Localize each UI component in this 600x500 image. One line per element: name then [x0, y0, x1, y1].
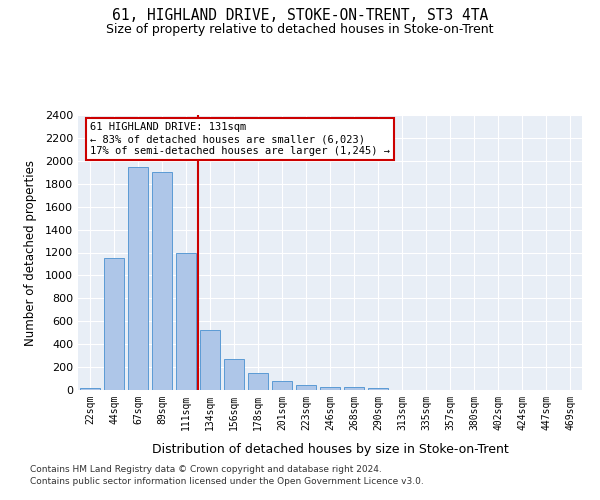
Bar: [200, 330, 220, 390]
Text: Contains public sector information licensed under the Open Government Licence v3: Contains public sector information licen…: [30, 477, 424, 486]
Text: 61 HIGHLAND DRIVE: 131sqm
← 83% of detached houses are smaller (6,023)
17% of se: 61 HIGHLAND DRIVE: 131sqm ← 83% of detac…: [90, 122, 390, 156]
Bar: [80, 388, 100, 390]
Bar: [272, 382, 292, 390]
Bar: [296, 386, 316, 390]
Text: Contains HM Land Registry data © Crown copyright and database right 2024.: Contains HM Land Registry data © Crown c…: [30, 466, 382, 474]
Bar: [104, 258, 124, 390]
Bar: [224, 359, 244, 390]
Bar: [344, 386, 364, 390]
Bar: [320, 386, 340, 390]
Text: Distribution of detached houses by size in Stoke-on-Trent: Distribution of detached houses by size …: [152, 442, 508, 456]
Y-axis label: Number of detached properties: Number of detached properties: [23, 160, 37, 346]
Bar: [248, 373, 268, 390]
Text: 61, HIGHLAND DRIVE, STOKE-ON-TRENT, ST3 4TA: 61, HIGHLAND DRIVE, STOKE-ON-TRENT, ST3 …: [112, 8, 488, 22]
Text: Size of property relative to detached houses in Stoke-on-Trent: Size of property relative to detached ho…: [106, 22, 494, 36]
Bar: [152, 172, 172, 390]
Bar: [368, 388, 388, 390]
Bar: [128, 166, 148, 390]
Bar: [176, 252, 196, 390]
